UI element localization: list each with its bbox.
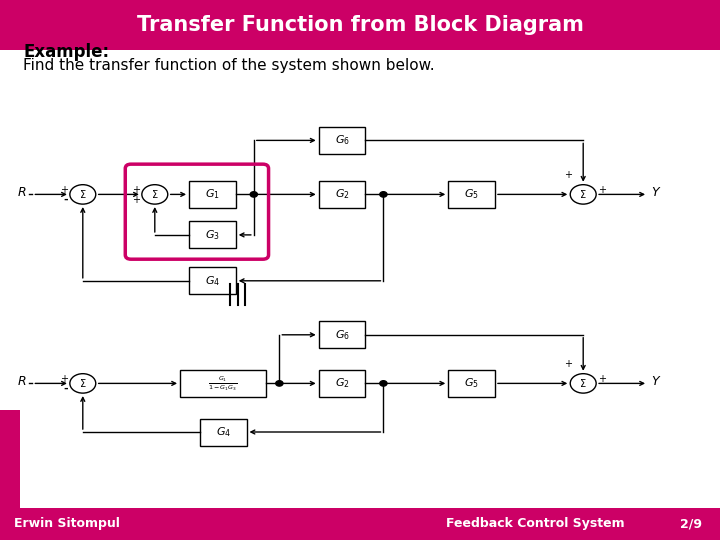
FancyBboxPatch shape bbox=[319, 321, 366, 348]
Text: +: + bbox=[132, 195, 140, 205]
Text: +: + bbox=[60, 185, 68, 194]
FancyBboxPatch shape bbox=[319, 127, 366, 154]
Text: $G_4$: $G_4$ bbox=[204, 274, 220, 288]
FancyBboxPatch shape bbox=[189, 221, 236, 248]
Text: -: - bbox=[63, 384, 68, 394]
Circle shape bbox=[251, 192, 258, 197]
Text: Transfer Function from Block Diagram: Transfer Function from Block Diagram bbox=[137, 15, 583, 35]
FancyBboxPatch shape bbox=[448, 370, 495, 397]
Text: Y: Y bbox=[652, 186, 660, 199]
Text: Feedback Control System: Feedback Control System bbox=[446, 517, 625, 530]
FancyBboxPatch shape bbox=[319, 181, 366, 208]
Text: +: + bbox=[564, 170, 572, 180]
Circle shape bbox=[570, 185, 596, 204]
Text: +: + bbox=[598, 185, 606, 194]
Circle shape bbox=[70, 185, 96, 204]
Text: $G_3$: $G_3$ bbox=[205, 228, 220, 242]
FancyBboxPatch shape bbox=[189, 181, 236, 208]
Circle shape bbox=[570, 374, 596, 393]
Text: $\Sigma$: $\Sigma$ bbox=[79, 188, 86, 200]
FancyBboxPatch shape bbox=[0, 410, 20, 508]
Text: R: R bbox=[18, 186, 27, 199]
FancyBboxPatch shape bbox=[0, 508, 720, 540]
FancyBboxPatch shape bbox=[448, 181, 495, 208]
Text: $G_2$: $G_2$ bbox=[335, 376, 349, 390]
Circle shape bbox=[70, 374, 96, 393]
Text: +: + bbox=[598, 374, 606, 383]
Text: $G_6$: $G_6$ bbox=[335, 328, 349, 342]
FancyBboxPatch shape bbox=[189, 267, 236, 294]
Text: $G_1$: $G_1$ bbox=[205, 187, 220, 201]
Text: $\Sigma$: $\Sigma$ bbox=[580, 188, 587, 200]
Text: Erwin Sitompul: Erwin Sitompul bbox=[14, 517, 120, 530]
Text: $\Sigma$: $\Sigma$ bbox=[580, 377, 587, 389]
Text: Find the transfer function of the system shown below.: Find the transfer function of the system… bbox=[23, 58, 435, 73]
Text: $G_6$: $G_6$ bbox=[335, 133, 349, 147]
Text: Y: Y bbox=[652, 375, 660, 388]
Text: R: R bbox=[18, 375, 27, 388]
Text: $\Sigma$: $\Sigma$ bbox=[151, 188, 158, 200]
Text: +: + bbox=[132, 185, 140, 194]
FancyBboxPatch shape bbox=[0, 50, 16, 508]
Text: $\Sigma$: $\Sigma$ bbox=[79, 377, 86, 389]
Text: $\frac{G_1}{1-G_1G_3}$: $\frac{G_1}{1-G_1G_3}$ bbox=[209, 374, 238, 393]
FancyBboxPatch shape bbox=[0, 0, 720, 50]
Circle shape bbox=[142, 185, 168, 204]
Text: +: + bbox=[60, 374, 68, 383]
Text: +: + bbox=[564, 359, 572, 369]
Circle shape bbox=[380, 381, 387, 386]
Circle shape bbox=[276, 381, 283, 386]
Text: $G_4$: $G_4$ bbox=[215, 425, 231, 439]
Text: $G_2$: $G_2$ bbox=[335, 187, 349, 201]
Text: $G_5$: $G_5$ bbox=[464, 187, 479, 201]
Text: $G_5$: $G_5$ bbox=[464, 376, 479, 390]
FancyBboxPatch shape bbox=[199, 418, 246, 445]
FancyBboxPatch shape bbox=[180, 370, 266, 397]
FancyBboxPatch shape bbox=[319, 370, 366, 397]
Text: 2/9: 2/9 bbox=[680, 517, 703, 530]
Text: Example:: Example: bbox=[23, 43, 109, 61]
Text: -: - bbox=[63, 195, 68, 205]
Circle shape bbox=[380, 192, 387, 197]
